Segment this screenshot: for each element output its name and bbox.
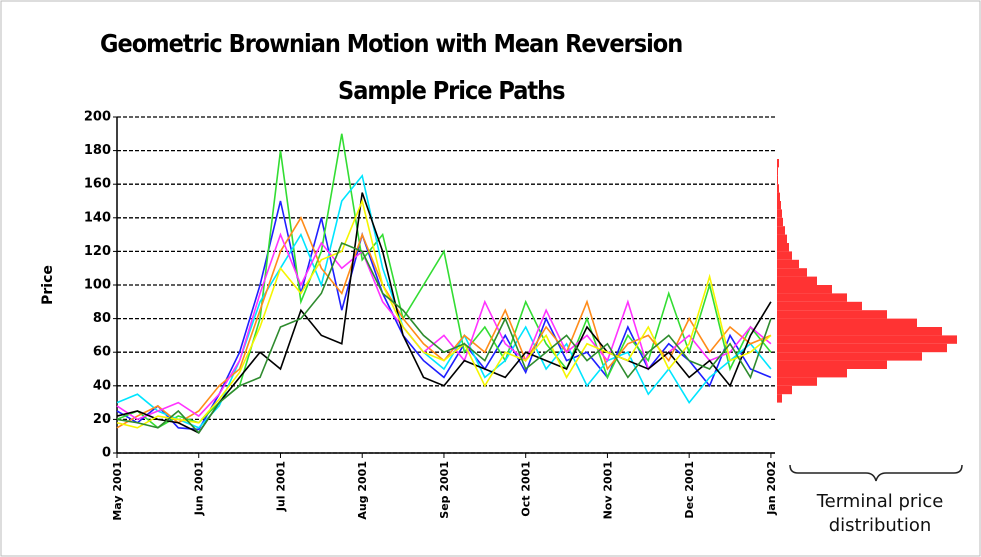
histogram-bar <box>777 276 817 285</box>
price-path <box>116 241 772 435</box>
histogram-bar <box>777 184 779 193</box>
histogram-bar <box>777 318 917 327</box>
x-tick-label: Nov 2001 <box>601 461 614 519</box>
y-tick-label: 60 <box>93 345 111 360</box>
histogram-bar <box>777 175 778 185</box>
x-tick-label: Oct 2001 <box>520 461 533 517</box>
histogram-bar <box>777 234 787 243</box>
histogram-bar <box>777 243 789 252</box>
histogram-bar <box>777 251 792 260</box>
x-tick-label: May 2001 <box>111 461 124 521</box>
histogram-bar <box>777 226 785 235</box>
price-path <box>116 198 772 429</box>
y-tick-label: 40 <box>93 378 111 393</box>
price-path <box>116 200 772 431</box>
histogram-bar <box>777 343 947 353</box>
histogram-bar <box>777 369 847 378</box>
y-tick-label: 0 <box>102 446 111 461</box>
x-tick-label: Jul 2001 <box>274 461 287 512</box>
y-tick-label: 100 <box>84 278 111 293</box>
histogram-bar <box>777 385 792 395</box>
histogram-bar <box>777 335 957 344</box>
chart-title: Geometric Brownian Motion with Mean Reve… <box>100 29 682 58</box>
chart-subtitle: Sample Price Paths <box>338 76 565 105</box>
histogram-bar <box>777 310 887 319</box>
histogram-bar <box>777 159 779 168</box>
y-tick-label: 180 <box>84 143 111 158</box>
histogram-bar <box>777 209 782 218</box>
y-tick-label: 160 <box>84 177 111 192</box>
histogram-bar <box>777 285 832 294</box>
histogram-bar <box>777 259 799 269</box>
price-path <box>116 133 772 429</box>
histogram-bar <box>777 360 887 369</box>
y-tick-label: 120 <box>84 244 111 259</box>
y-tick-label: 20 <box>93 412 111 427</box>
histogram-bar <box>777 293 847 302</box>
y-tick-label: 140 <box>84 210 111 225</box>
histogram-bar <box>777 268 807 277</box>
histogram-bar <box>777 192 780 201</box>
x-tick-label: Sep 2001 <box>438 461 451 519</box>
y-axis-label: Price <box>40 265 56 305</box>
histogram-bar <box>777 217 783 227</box>
histogram-bar <box>777 327 942 336</box>
annotation: Terminal price distribution <box>816 491 944 536</box>
histogram-bar <box>777 377 817 386</box>
histogram-bar <box>777 352 922 361</box>
histogram-bar <box>777 394 782 403</box>
histogram-bar <box>777 167 778 176</box>
price-path <box>116 216 772 429</box>
histogram-bar <box>777 301 862 311</box>
histogram-bar <box>777 201 781 210</box>
x-tick-label: Jun 2001 <box>193 461 206 516</box>
y-tick-label: 80 <box>93 311 111 326</box>
brace <box>789 464 963 482</box>
x-tick-label: Dec 2001 <box>683 461 696 519</box>
price-path <box>116 192 772 434</box>
x-tick-label: Aug 2001 <box>356 461 369 520</box>
y-tick-label: 200 <box>84 110 111 125</box>
x-tick-label: Jan 2002 <box>765 461 778 516</box>
